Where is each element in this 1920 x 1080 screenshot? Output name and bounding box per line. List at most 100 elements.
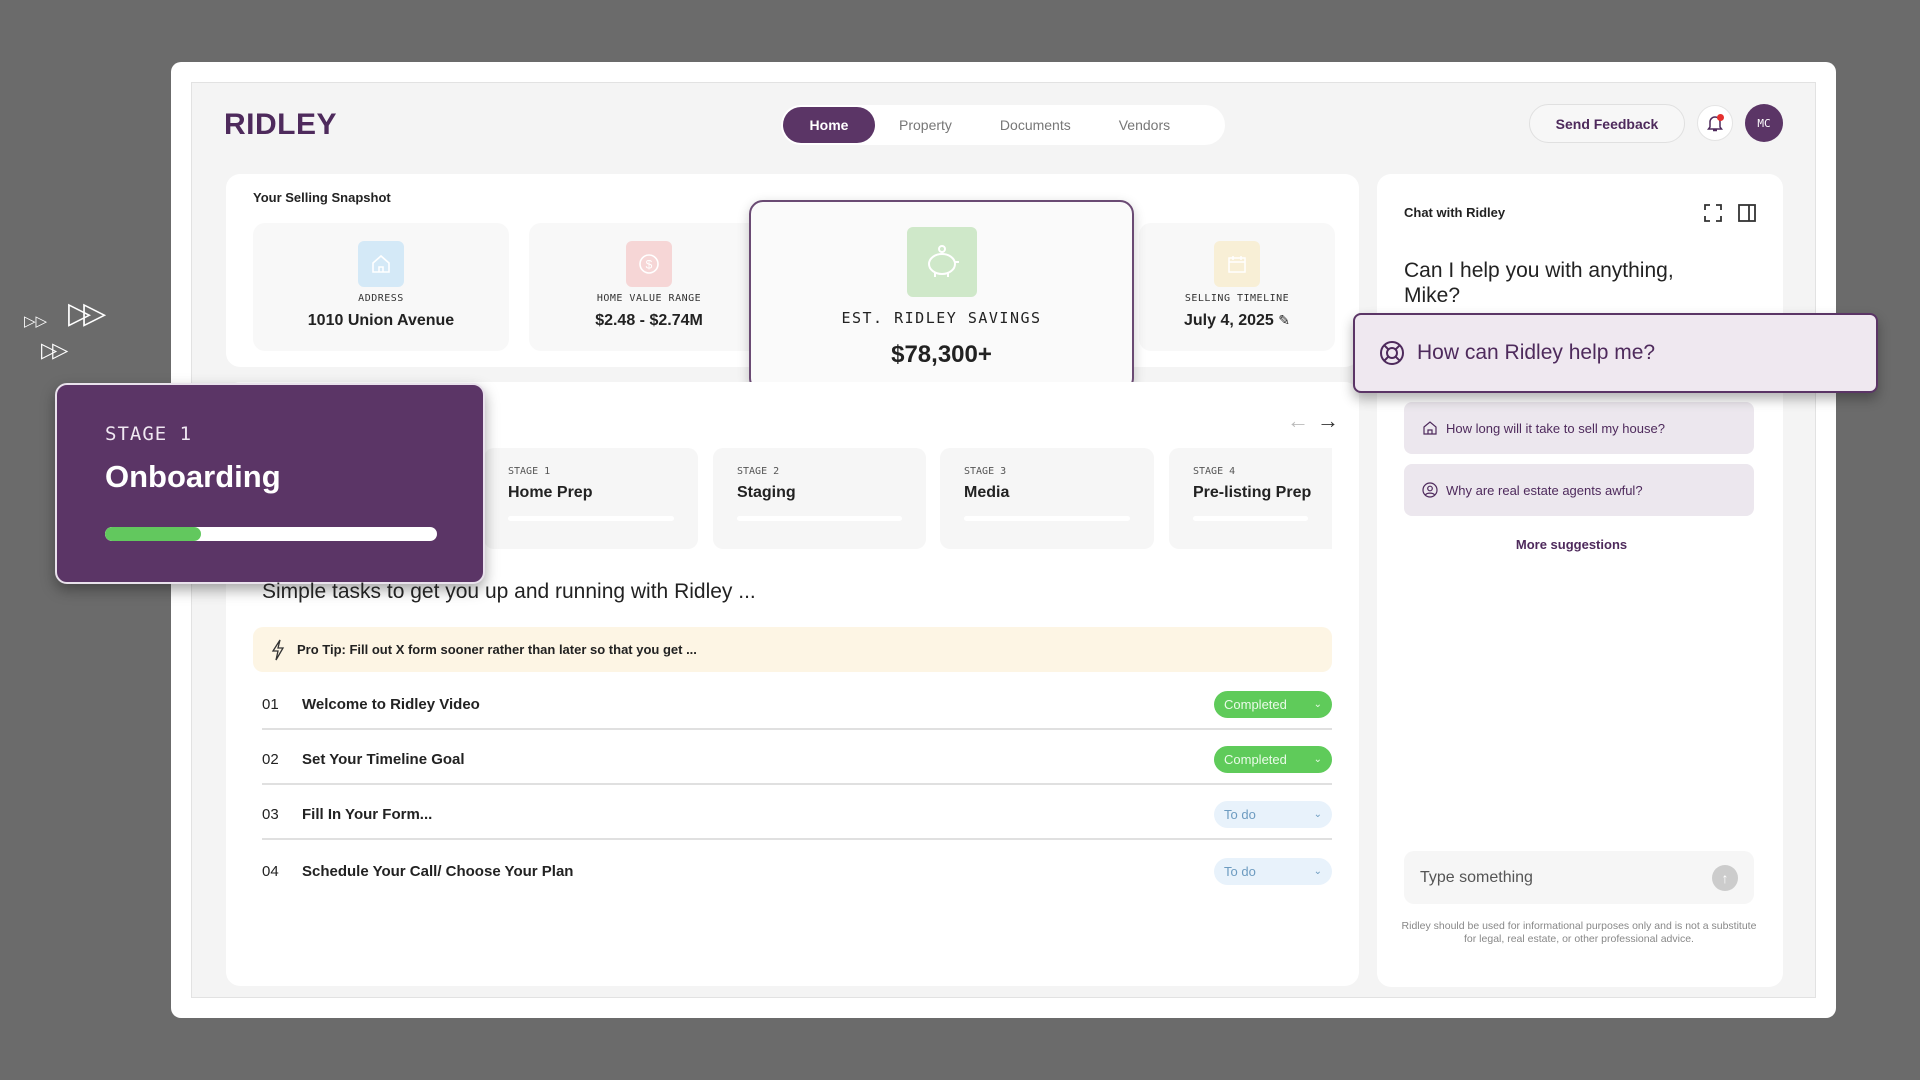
fast-forward-icon: ▷▷ xyxy=(68,297,106,330)
task-name: Set Your Timeline Goal xyxy=(302,750,465,768)
task-status-dropdown[interactable]: To do ⌄ xyxy=(1214,800,1332,828)
suggestion-sell-time[interactable]: How long will it take to sell my house? xyxy=(1404,402,1754,454)
current-stage-card: STAGE 1 Onboarding xyxy=(55,383,485,584)
arrow-left-icon[interactable]: ← xyxy=(1287,408,1309,433)
task-name: Fill In Your Form... xyxy=(302,805,433,823)
current-stage-name: Onboarding xyxy=(105,459,281,494)
calendar-icon xyxy=(1214,241,1260,287)
suggestion-agents[interactable]: Why are real estate agents awful? xyxy=(1404,464,1754,516)
expand-icon[interactable] xyxy=(1703,203,1723,223)
tab-property[interactable]: Property xyxy=(899,117,952,133)
send-feedback-button[interactable]: Send Feedback xyxy=(1529,104,1685,143)
current-stage-label: STAGE 1 xyxy=(105,423,193,445)
task-status-dropdown[interactable]: Completed ⌄ xyxy=(1214,745,1332,773)
chevron-down-icon: ⌄ xyxy=(1313,865,1322,877)
task-row[interactable]: 04 Schedule Your Call/ Choose Your Plan … xyxy=(262,846,1332,896)
tab-home[interactable]: Home xyxy=(783,107,875,143)
tab-documents[interactable]: Documents xyxy=(999,117,1071,133)
tasks-heading: Simple tasks to get you up and running w… xyxy=(262,580,756,603)
snapshot-title: Your Selling Snapshot xyxy=(253,190,391,205)
tile-value: $2.48 - $2.74M xyxy=(595,312,703,329)
arrow-right-icon[interactable]: → xyxy=(1317,408,1339,433)
help-prompt-text: How can Ridley help me? xyxy=(1417,341,1656,364)
send-button[interactable]: ↑ xyxy=(1712,864,1738,891)
stage-name: Home Prep xyxy=(508,484,593,501)
chevron-down-icon: ⌄ xyxy=(1313,808,1322,820)
logo: RIDLEY xyxy=(224,108,338,141)
stage-progress xyxy=(737,516,902,521)
stage-label: STAGE 2 xyxy=(737,466,780,477)
main-nav: Home Property Documents Vendors xyxy=(781,105,1225,145)
tile-label: ADDRESS xyxy=(358,293,404,304)
stage-card-3[interactable]: STAGE 3 Media xyxy=(940,448,1154,549)
house-icon xyxy=(1423,421,1437,435)
stage-progress xyxy=(964,516,1130,521)
ridley-savings-tile: EST. RIDLEY SAVINGS $78,300+ xyxy=(749,200,1134,392)
stage-label: STAGE 3 xyxy=(964,466,1007,477)
stage-progress-fill xyxy=(105,527,202,541)
suggestion-text: Why are real estate agents awful? xyxy=(1446,482,1643,498)
edit-icon[interactable]: ✎ xyxy=(1278,312,1291,328)
task-row[interactable]: 02 Set Your Timeline Goal Completed ⌄ xyxy=(262,735,1332,785)
savings-value: $78,300+ xyxy=(891,341,992,368)
task-number: 03 xyxy=(262,805,279,823)
task-name: Schedule Your Call/ Choose Your Plan xyxy=(302,862,574,880)
dollar-icon: $ xyxy=(626,241,672,287)
savings-label: EST. RIDLEY SAVINGS xyxy=(841,309,1042,327)
lightning-icon xyxy=(271,639,285,660)
stage-carousel-arrows: ← → xyxy=(1287,408,1339,434)
address-tile: ADDRESS 1010 Union Avenue xyxy=(253,223,509,351)
task-number: 04 xyxy=(262,862,279,880)
chat-input[interactable]: Type something ↑ xyxy=(1404,851,1754,904)
disclaimer: Ridley should be used for informational … xyxy=(1401,920,1757,945)
task-number: 01 xyxy=(262,695,279,713)
chevron-down-icon: ⌄ xyxy=(1313,753,1322,765)
stage-card-4[interactable]: STAGE 4 Pre-listing Prep xyxy=(1169,448,1332,549)
status-text: Completed xyxy=(1224,751,1287,767)
status-text: To do xyxy=(1224,806,1256,822)
tab-vendors[interactable]: Vendors xyxy=(1118,117,1171,133)
tile-label: HOME VALUE RANGE xyxy=(596,293,702,304)
chat-input-placeholder: Type something xyxy=(1420,868,1533,886)
chevron-down-icon: ⌄ xyxy=(1313,698,1322,710)
stage-progress xyxy=(1193,516,1308,521)
fast-forward-icon: ▷▷ xyxy=(24,313,48,330)
svg-text:$: $ xyxy=(646,258,653,272)
house-icon xyxy=(358,241,404,287)
stage-name: Staging xyxy=(737,484,796,501)
piggy-bank-icon xyxy=(906,227,977,297)
pro-tip-banner: Pro Tip: Fill out X form sooner rather t… xyxy=(253,627,1332,672)
task-status-dropdown[interactable]: Completed ⌄ xyxy=(1214,690,1332,718)
user-icon xyxy=(1422,482,1438,498)
pro-tip-text: Pro Tip: Fill out X form sooner rather t… xyxy=(297,642,697,657)
more-suggestions-link[interactable]: More suggestions xyxy=(1515,537,1628,552)
side-panel-icon[interactable] xyxy=(1737,203,1757,223)
tile-value: 1010 Union Avenue xyxy=(307,312,455,329)
lifebuoy-icon xyxy=(1380,341,1404,365)
stage-card-1[interactable]: STAGE 1 Home Prep xyxy=(484,448,698,549)
suggestion-text: How long will it take to sell my house? xyxy=(1446,420,1665,436)
stage-name: Media xyxy=(964,484,1010,501)
status-text: To do xyxy=(1224,863,1256,879)
avatar[interactable]: MC xyxy=(1745,104,1783,142)
task-row[interactable]: 01 Welcome to Ridley Video Completed ⌄ xyxy=(262,680,1332,730)
stage-label: STAGE 4 xyxy=(1193,466,1236,477)
stage-label: STAGE 1 xyxy=(508,466,551,477)
notification-dot xyxy=(1717,114,1724,121)
fast-forward-icon: ▷▷ xyxy=(41,339,68,362)
task-number: 02 xyxy=(262,750,279,768)
notifications-button[interactable] xyxy=(1697,105,1733,141)
stage-progress xyxy=(508,516,674,521)
task-status-dropdown[interactable]: To do ⌄ xyxy=(1214,857,1332,885)
chat-title: Chat with Ridley xyxy=(1404,205,1506,220)
home-value-tile: $ HOME VALUE RANGE $2.48 - $2.74M xyxy=(529,223,769,351)
task-row[interactable]: 03 Fill In Your Form... To do ⌄ xyxy=(262,790,1332,840)
help-prompt-callout[interactable]: How can Ridley help me? xyxy=(1353,313,1878,393)
tile-label: SELLING TIMELINE xyxy=(1184,293,1290,304)
stage-card-2[interactable]: STAGE 2 Staging xyxy=(713,448,926,549)
arrow-up-icon: ↑ xyxy=(1721,869,1729,886)
selling-timeline-tile: SELLING TIMELINE July 4, 2025 ✎ xyxy=(1139,223,1335,351)
tile-value: July 4, 2025 xyxy=(1183,312,1274,329)
status-text: Completed xyxy=(1224,696,1287,712)
chat-greeting: Can I help you with anything, Mike? xyxy=(1404,259,1674,307)
